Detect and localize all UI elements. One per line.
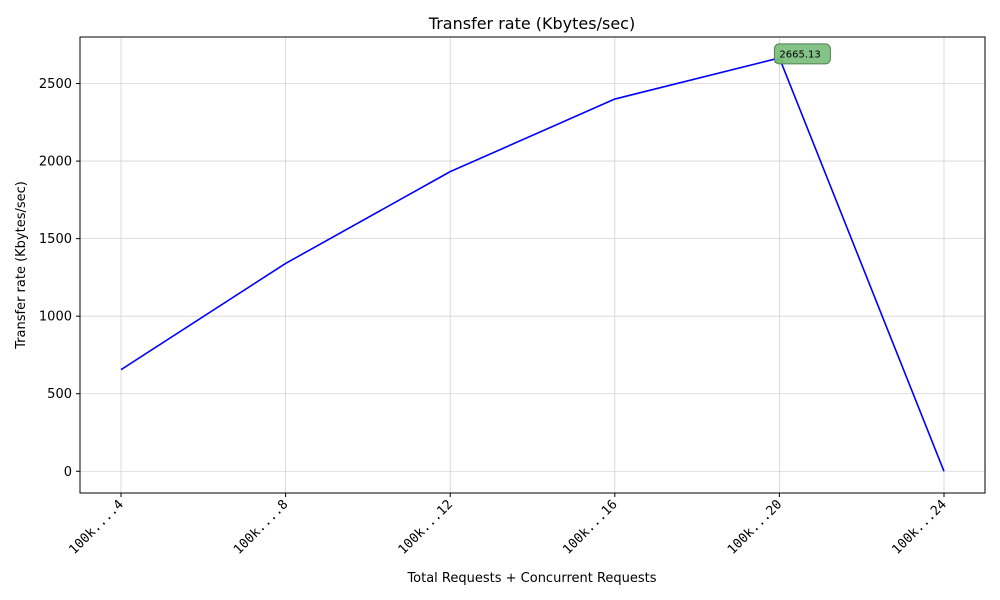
y-tick-label: 0: [64, 465, 72, 480]
x-tick-label: 100k....8: [231, 497, 291, 557]
x-tick-label: 100k...12: [396, 497, 456, 557]
chart-title: Transfer rate (Kbytes/sec): [428, 14, 635, 33]
plot-frame: [79, 36, 986, 494]
annotation-label: 2665.13: [779, 49, 820, 60]
x-tick-label: 100k...20: [725, 497, 785, 557]
x-tick-label: 100k...16: [560, 497, 620, 557]
annotation-box: [773, 43, 831, 65]
axes: 0 500 1000 1500 2000 2500 100k....4 100k....8 10…: [39, 36, 986, 558]
y-tick-label: 1000: [39, 310, 72, 325]
y-tick-label: 1500: [39, 232, 72, 247]
series: [120, 57, 945, 472]
grid: [80, 37, 985, 493]
y-tick-label: 2500: [39, 77, 72, 92]
x-axis-label: Total Requests + Concurrent Requests: [406, 571, 656, 586]
series-line: [120, 57, 945, 472]
y-axis-label: Transfer rate (Kbytes/sec): [14, 181, 29, 350]
x-tick-label: 100k...24: [889, 497, 950, 558]
y-tick-label: 2000: [39, 155, 72, 170]
annotation: 2665.13: [773, 43, 831, 65]
x-tick-label: 100k....4: [66, 497, 127, 558]
y-tick-label: 500: [47, 387, 72, 402]
